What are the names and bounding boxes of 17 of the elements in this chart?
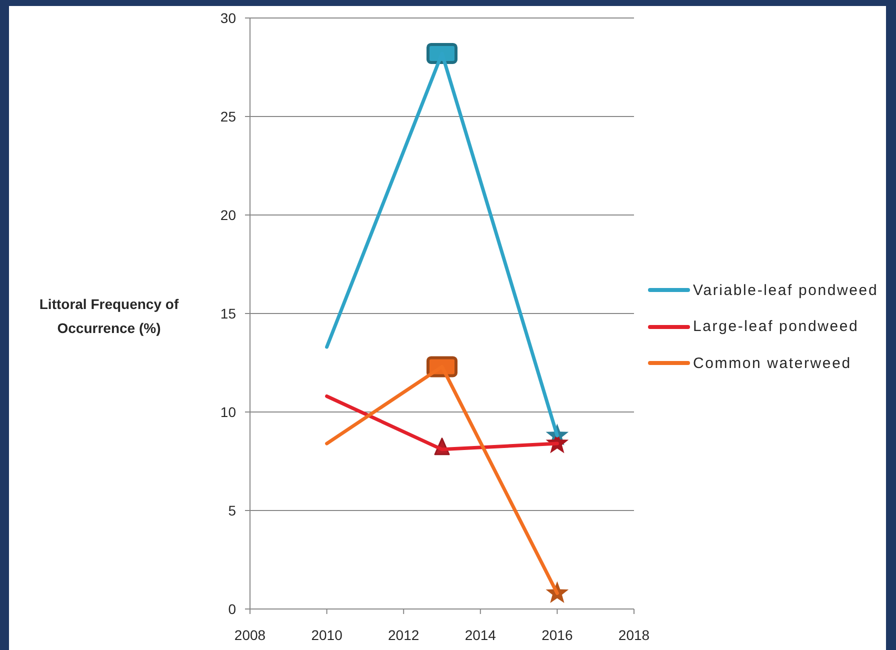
y-axis-title: Littoral Frequency of Occurrence (%) xyxy=(38,295,180,338)
x-tick-label: 2010 xyxy=(311,626,343,643)
y-tick-label: 5 xyxy=(228,502,236,518)
x-tick-label: 2016 xyxy=(542,626,573,643)
y-tick-label: 25 xyxy=(220,108,236,124)
y-tick-label: 10 xyxy=(220,404,236,420)
y-tick-label: 15 xyxy=(220,305,236,322)
x-tick-label: 2012 xyxy=(388,626,420,643)
legend-label: Large-leaf pondweed xyxy=(693,318,859,336)
x-tick-label: 2014 xyxy=(464,626,496,643)
y-tick-label: 0 xyxy=(228,600,236,617)
legend-label: Variable-leaf pondweed xyxy=(693,282,878,299)
x-tick-label: 2018 xyxy=(618,626,650,643)
y-tick-label: 30 xyxy=(220,10,236,26)
x-tick-label: 2008 xyxy=(234,626,266,643)
legend-label: Common waterweed xyxy=(693,354,852,372)
y-tick-label: 20 xyxy=(220,206,236,223)
